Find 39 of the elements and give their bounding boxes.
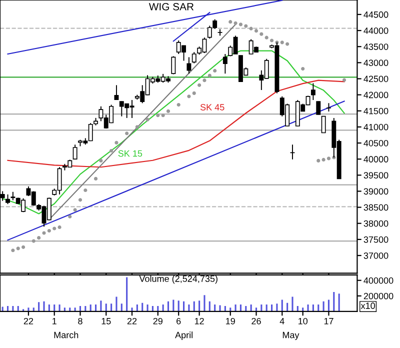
y-tick-label: 41500 [364,108,388,114]
x-tick-label: 19 [226,318,235,324]
y-tick-label: 43500 [364,44,388,50]
chart-title: WIG SAR [148,3,194,10]
text: x10 [360,302,375,309]
x-tick-label: 15 [102,318,111,324]
y-tick-label: 42500 [364,76,388,82]
x-tick-label: 17 [324,318,334,324]
y-tick-label: 41000 [364,124,388,130]
text: May [282,332,300,340]
text: March [54,332,78,338]
y-tick-label: 44500 [364,11,388,18]
x-tick-label: 22 [127,318,137,324]
text: April [175,332,192,340]
x-tick-label: 22 [24,318,34,324]
x-tick-label: 8 [78,318,82,324]
y-tick-label: 44000 [364,28,388,34]
x-tick-label: 4 [280,318,284,324]
x-tick-label: 1 [52,318,56,324]
y-tick-label: 200000 [364,292,394,300]
y-tick-label: 38000 [364,220,388,227]
annotation: SK 15 [118,150,142,157]
chart-title: Volume (2,524,735) [139,275,218,284]
x-tick-label: 29 [153,318,162,324]
y-tick-label: 37500 [364,236,388,243]
y-tick-label: 39500 [364,172,388,179]
y-tick-label: 400000 [364,277,394,284]
y-tick-label: 40000 [364,156,388,162]
y-tick-label: 37000 [364,252,388,259]
x-tick-label: 6 [176,318,181,324]
annotation: SK 45 [200,104,224,110]
x-tick-label: 12 [194,318,204,324]
x-tick-label: 26 [252,318,261,324]
x-tick-label: 10 [298,318,308,324]
y-tick-label: 43000 [364,60,388,66]
y-tick-label: 39000 [364,188,388,195]
y-tick-label: 40500 [364,140,388,146]
y-tick-label: 38500 [364,204,388,211]
y-tick-label: 42000 [364,92,388,98]
